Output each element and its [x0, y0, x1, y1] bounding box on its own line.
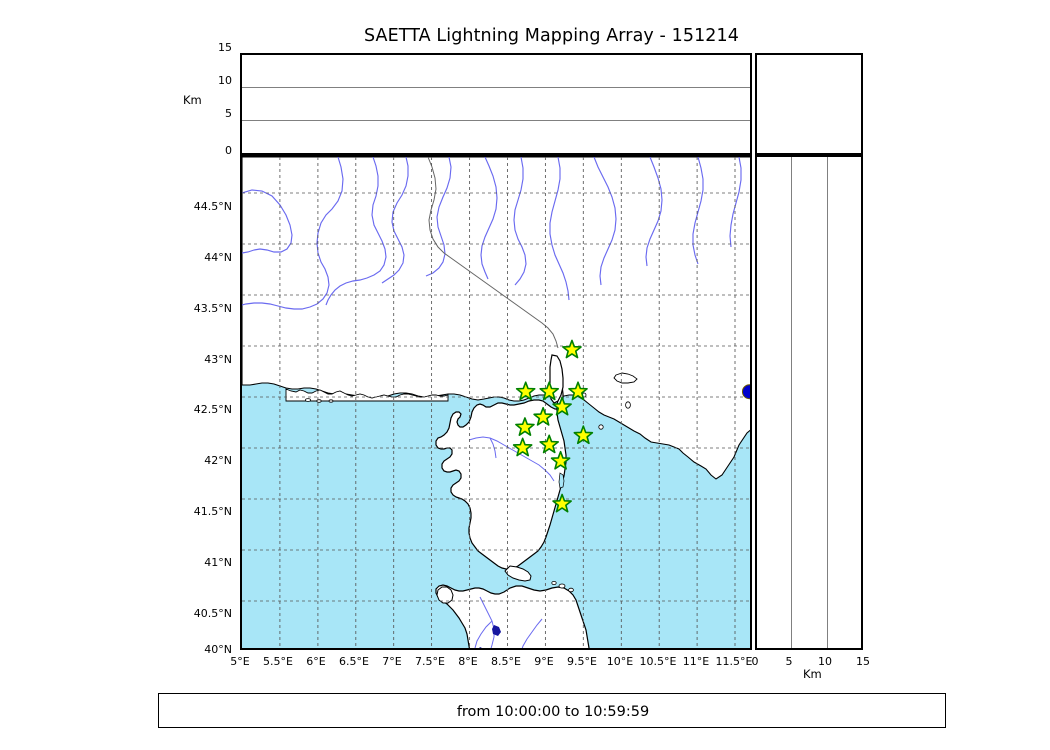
map-gridlines	[242, 157, 750, 648]
map-ytick-40_5: 40.5°N	[193, 607, 232, 620]
side-panel-xtick-15: 15	[856, 655, 870, 668]
lightning-sources-layer[interactable]	[741, 384, 752, 400]
station-marker[interactable]	[539, 381, 560, 401]
station-marker[interactable]	[539, 434, 560, 454]
map-graphic	[242, 157, 752, 648]
lma-stations-layer[interactable]	[512, 339, 594, 513]
station-marker[interactable]	[573, 425, 594, 445]
map-xtick-5E: 5°E	[230, 655, 250, 668]
island-port-cros	[316, 399, 322, 403]
station-marker[interactable]	[550, 450, 571, 470]
map-xtick-6E: 6°E	[306, 655, 326, 668]
station-marker[interactable]	[515, 381, 536, 401]
side-panel-xtick-0: 0	[751, 655, 759, 668]
station-marker[interactable]	[568, 381, 588, 401]
map-panel[interactable]	[240, 155, 752, 650]
map-ytick-42_5: 42.5°N	[193, 403, 232, 416]
station-marker[interactable]	[533, 406, 553, 426]
map-xtick-9_5E: 9.5°E	[567, 655, 597, 668]
altitude-longitude-panel[interactable]	[240, 53, 752, 155]
corsica-rivers	[468, 436, 555, 482]
corsica-east-lagoon	[558, 472, 565, 489]
map-xtick-7_5E: 7.5°E	[415, 655, 445, 668]
corsica-south-tip	[504, 565, 532, 582]
island-pianosa	[625, 401, 631, 409]
map-ytick-43_5: 43.5°N	[193, 302, 232, 315]
lightning-source-marker[interactable]	[741, 384, 752, 400]
map-xtick-8_5E: 8.5°E	[491, 655, 521, 668]
map-xtick-10E: 10°E	[606, 655, 634, 668]
island-porquerolles	[305, 398, 312, 402]
map-xtick-11E: 11°E	[682, 655, 710, 668]
island-corsica	[435, 358, 567, 570]
island-spargi	[551, 580, 557, 585]
sardinia-northwest-peninsula	[436, 586, 454, 604]
map-xtick-5_5E: 5.5°E	[263, 655, 293, 668]
island-montecristo	[598, 424, 604, 430]
map-ytick-44_5: 44.5°N	[193, 200, 232, 213]
station-marker[interactable]	[562, 339, 582, 359]
caption-box: from 10:00:00 to 10:59:59	[158, 693, 946, 728]
top-panel-ylabel: Km	[183, 93, 202, 107]
coastline-detail-provence	[285, 388, 449, 402]
island-elba	[613, 372, 638, 384]
top-panel-ytick-5: 5	[225, 107, 232, 120]
lake-coghinas	[492, 625, 501, 636]
island-maddalena	[558, 583, 566, 589]
lake-omodeo	[479, 647, 482, 648]
side-panel-xlabel: Km	[803, 667, 822, 681]
map-xtick-6_5E: 6.5°E	[339, 655, 369, 668]
map-xtick-11_5E: 11.5°E	[715, 655, 753, 668]
sardinia-rivers	[474, 596, 543, 648]
map-ytick-41: 41°N	[204, 556, 232, 569]
map-ytick-44: 44°N	[204, 251, 232, 264]
side-panel-gridline-5	[791, 157, 792, 648]
top-panel-ytick-15: 15	[218, 41, 232, 54]
map-xtick-9E: 9°E	[534, 655, 554, 668]
map-ytick-42: 42°N	[204, 454, 232, 467]
island-caprera	[568, 587, 574, 593]
top-panel-gridline-5	[242, 120, 750, 121]
island-levant	[328, 399, 334, 403]
top-panel-gridline-10	[242, 87, 750, 88]
station-marker[interactable]	[515, 417, 535, 436]
side-panel-xtick-5: 5	[785, 655, 793, 668]
altitude-latitude-panel[interactable]	[755, 155, 863, 650]
rivers-layer	[242, 157, 742, 310]
map-xtick-7E: 7°E	[382, 655, 402, 668]
top-panel-ytick-0: 0	[225, 144, 232, 157]
map-xtick-8E: 8°E	[458, 655, 478, 668]
top-panel-ytick-10: 10	[218, 74, 232, 87]
time-range-caption: from 10:00:00 to 10:59:59	[456, 703, 650, 720]
map-ytick-43: 43°N	[204, 353, 232, 366]
map-xtick-10_5E: 10.5°E	[639, 655, 677, 668]
side-panel-xtick-10: 10	[818, 655, 832, 668]
corner-panel[interactable]	[755, 53, 863, 155]
station-marker[interactable]	[552, 396, 572, 416]
station-marker[interactable]	[512, 437, 533, 457]
side-panel-gridline-10	[827, 157, 828, 648]
page-title: SAETTA Lightning Mapping Array - 151214	[363, 26, 740, 46]
map-ytick-40: 40°N	[204, 643, 232, 656]
map-ytick-41_5: 41.5°N	[193, 505, 232, 518]
station-marker[interactable]	[552, 493, 572, 513]
